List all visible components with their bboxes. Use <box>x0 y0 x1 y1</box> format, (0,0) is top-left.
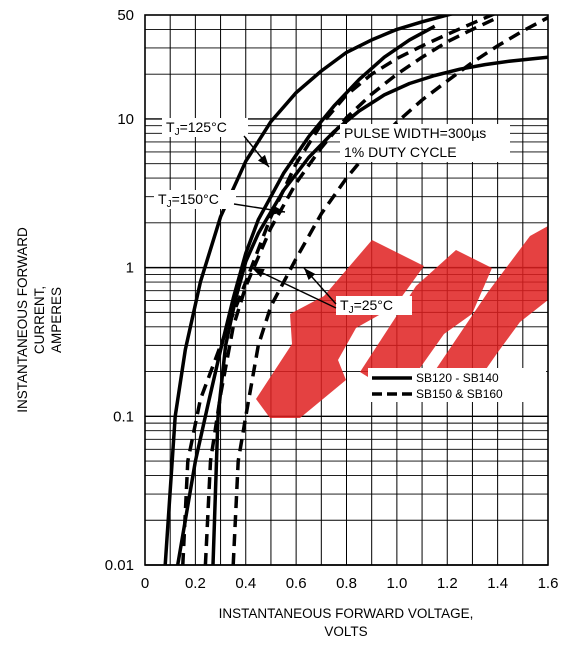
y-axis-title-line-1: INSTANTANEOUS FORWARD CURRENT, <box>15 227 47 413</box>
arrow-tj-25-a-shaft <box>251 267 337 309</box>
x-tick-label: 1.4 <box>487 575 508 592</box>
annotation-tj-150-t: T <box>158 191 167 207</box>
y-axis-title-line-2: AMPERES <box>49 286 64 354</box>
y-tick-label: 1 <box>126 260 134 277</box>
x-axis-title: INSTANTANEOUS FORWARD VOLTAGE, VOLTS <box>146 605 546 641</box>
y-tick-label: 0.01 <box>105 557 134 574</box>
annotation-tj-125-rest: =125°C <box>180 119 227 135</box>
series-line-sb150-sb160-125c <box>181 15 497 565</box>
label-backing-150 <box>154 190 236 209</box>
curves <box>163 15 548 565</box>
annotation-tj-150-rest: =150°C <box>172 191 219 207</box>
annotation-tj-25-t: T <box>340 297 349 313</box>
x-tick-label: 0.4 <box>235 575 256 592</box>
x-tick-label: 0.6 <box>286 575 307 592</box>
annotation-tj-125-t: T <box>166 119 175 135</box>
series-line-sb150-sb160-25c <box>231 16 548 565</box>
x-axis-title-line-1: INSTANTANEOUS FORWARD VOLTAGE, <box>218 606 474 621</box>
annotation-tj-150-sub: J <box>167 199 172 210</box>
y-tick-label: 0.1 <box>113 408 134 425</box>
x-tick-label: 0.2 <box>185 575 206 592</box>
annotation-tj-125: TJ=125°C <box>166 119 227 138</box>
annotation-tj-25-rest: =25°C <box>354 297 393 313</box>
label-backing-pulse <box>340 124 510 162</box>
plot-border <box>144 14 549 566</box>
plot-frame <box>144 14 549 566</box>
watermark-logo <box>256 226 548 418</box>
series-line-sb120-sb140-150c <box>175 24 436 565</box>
y-tick-label: 50 <box>117 7 134 24</box>
x-tick-label: 1.6 <box>538 575 559 592</box>
annotation-tj-25: TJ=25°C <box>340 297 393 316</box>
series-line-sb120-sb140-125c <box>163 15 455 565</box>
watermark-letter-e <box>256 240 424 418</box>
annotation-tj-125-sub: J <box>175 127 180 138</box>
x-tick-label: 1.2 <box>437 575 458 592</box>
y-tick-label: 10 <box>117 111 134 128</box>
legend-label: SB120 - SB140 <box>416 371 499 385</box>
arrow-tj-25-b-head <box>304 268 316 280</box>
annotation-duty-cycle: 1% DUTY CYCLE <box>344 144 457 160</box>
legend-label: SB150 & SB160 <box>416 387 503 401</box>
series-line-sb120-sb140-25c <box>211 55 548 565</box>
x-tick-label: 0 <box>141 575 149 592</box>
arrow-tj-25-a-head <box>252 268 265 278</box>
annotation-tj-25-sub: J <box>349 305 354 316</box>
legend-box <box>368 368 546 402</box>
annotation-tj-150: TJ=150°C <box>158 191 219 210</box>
legend: SB120 - SB140 SB150 & SB160 <box>368 368 546 402</box>
series-line-sb150-sb160-150c <box>203 16 499 565</box>
arrow-tj-125-head <box>257 154 269 167</box>
label-backing-25 <box>336 296 412 315</box>
arrow-tj-150-head <box>272 205 285 215</box>
watermark-letter-p <box>430 226 548 392</box>
y-axis-title: INSTANTANEOUS FORWARD CURRENT, AMPERES <box>14 200 65 440</box>
x-axis-title-line-2: VOLTS <box>324 624 368 639</box>
x-tick-label: 0.8 <box>336 575 357 592</box>
watermark-letter-r <box>360 250 492 392</box>
tick-labels: 0 0.2 0.4 0.6 0.8 1.0 1.2 1.4 1.6 0.01 0.1 1 10 50 <box>105 7 559 592</box>
label-backing-125 <box>162 118 248 137</box>
annotation-pulse-width: PULSE WIDTH=300µs <box>344 125 486 141</box>
x-tick-label: 1.0 <box>386 575 407 592</box>
